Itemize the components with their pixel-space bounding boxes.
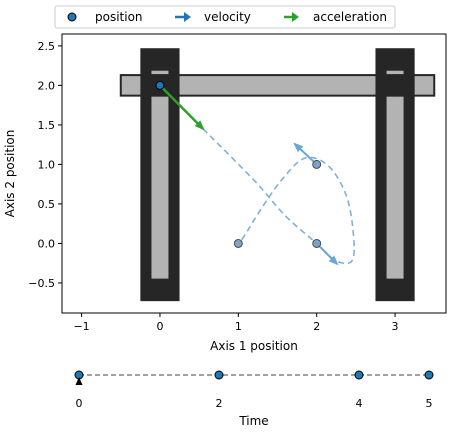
arrow-layer [159, 84, 339, 266]
right-gantry-block [375, 75, 415, 96]
legend-position-marker [67, 12, 77, 22]
legend-item-position: position [67, 10, 143, 24]
velocity-arrow [315, 242, 339, 266]
timeline[interactable]: 0 2 4 5 Time [74, 370, 434, 428]
y-tick-label: 1.5 [38, 119, 56, 132]
y-axis-title: Axis 2 position [3, 130, 17, 218]
legend: position velocity acceleration [54, 5, 396, 29]
timeline-event-marker[interactable] [424, 370, 434, 380]
x-tick-label: 3 [392, 320, 399, 333]
y-tick-label: 2.5 [38, 40, 56, 53]
legend-velocity-arrow-head [184, 12, 191, 22]
velocity-arrow [293, 142, 318, 166]
timeline-tick-label: 0 [76, 397, 83, 410]
position-point [312, 238, 322, 248]
timeline-tick-label: 5 [426, 397, 433, 410]
trajectory-layer [202, 128, 355, 265]
legend-item-velocity: velocity [175, 10, 251, 24]
acceleration-arrow [159, 84, 205, 131]
legend-item-acceleration: acceleration [284, 10, 387, 24]
x-tick-label: 0 [156, 320, 163, 333]
y-tick-label: 0.0 [38, 237, 56, 250]
timeline-events [74, 370, 434, 380]
plot-frame [61, 33, 447, 314]
x-tick-label: 1 [235, 320, 242, 333]
x-tick-label: −1 [73, 320, 89, 333]
main-plot: −1 0 1 2 3 −0.5 0.0 0.5 1.0 1.5 2.0 2.5 Axis 1 pos… [3, 33, 447, 353]
legend-frame [54, 5, 396, 29]
time-axis-title: Time [238, 414, 268, 428]
timeline-event-marker[interactable] [354, 370, 364, 380]
timeline-tick-label: 4 [356, 397, 363, 410]
y-tick-label: 2.0 [38, 79, 56, 92]
x-axis-title: Axis 1 position [210, 339, 298, 353]
legend-velocity-label: velocity [204, 10, 251, 24]
trajectory-path [202, 128, 355, 265]
legend-position-label: position [95, 10, 143, 24]
legend-acceleration-arrow-head [292, 12, 299, 22]
x-tick-label: 2 [313, 320, 320, 333]
y-tick-label: −0.5 [28, 277, 55, 290]
y-tick-label: 1.0 [38, 158, 56, 171]
gantry-beam [119, 74, 436, 97]
timeline-event-marker[interactable] [214, 370, 224, 380]
current-time-marker[interactable] [75, 377, 83, 385]
y-tick-label: 0.5 [38, 198, 56, 211]
x-axis-ticks: −1 0 1 2 3 [73, 313, 399, 333]
legend-acceleration-label: acceleration [313, 10, 387, 24]
timeline-ticks: 0 2 4 5 [76, 397, 433, 410]
position-point [233, 238, 243, 248]
left-rail-bar [150, 69, 170, 280]
position-point [155, 80, 165, 90]
gantry-structure [119, 48, 436, 302]
y-axis-ticks: −0.5 0.0 0.5 1.0 1.5 2.0 2.5 [28, 40, 62, 290]
position-points [155, 80, 322, 248]
timeline-tick-label: 2 [216, 397, 223, 410]
position-point [312, 159, 322, 169]
right-rail-bar [385, 69, 405, 280]
